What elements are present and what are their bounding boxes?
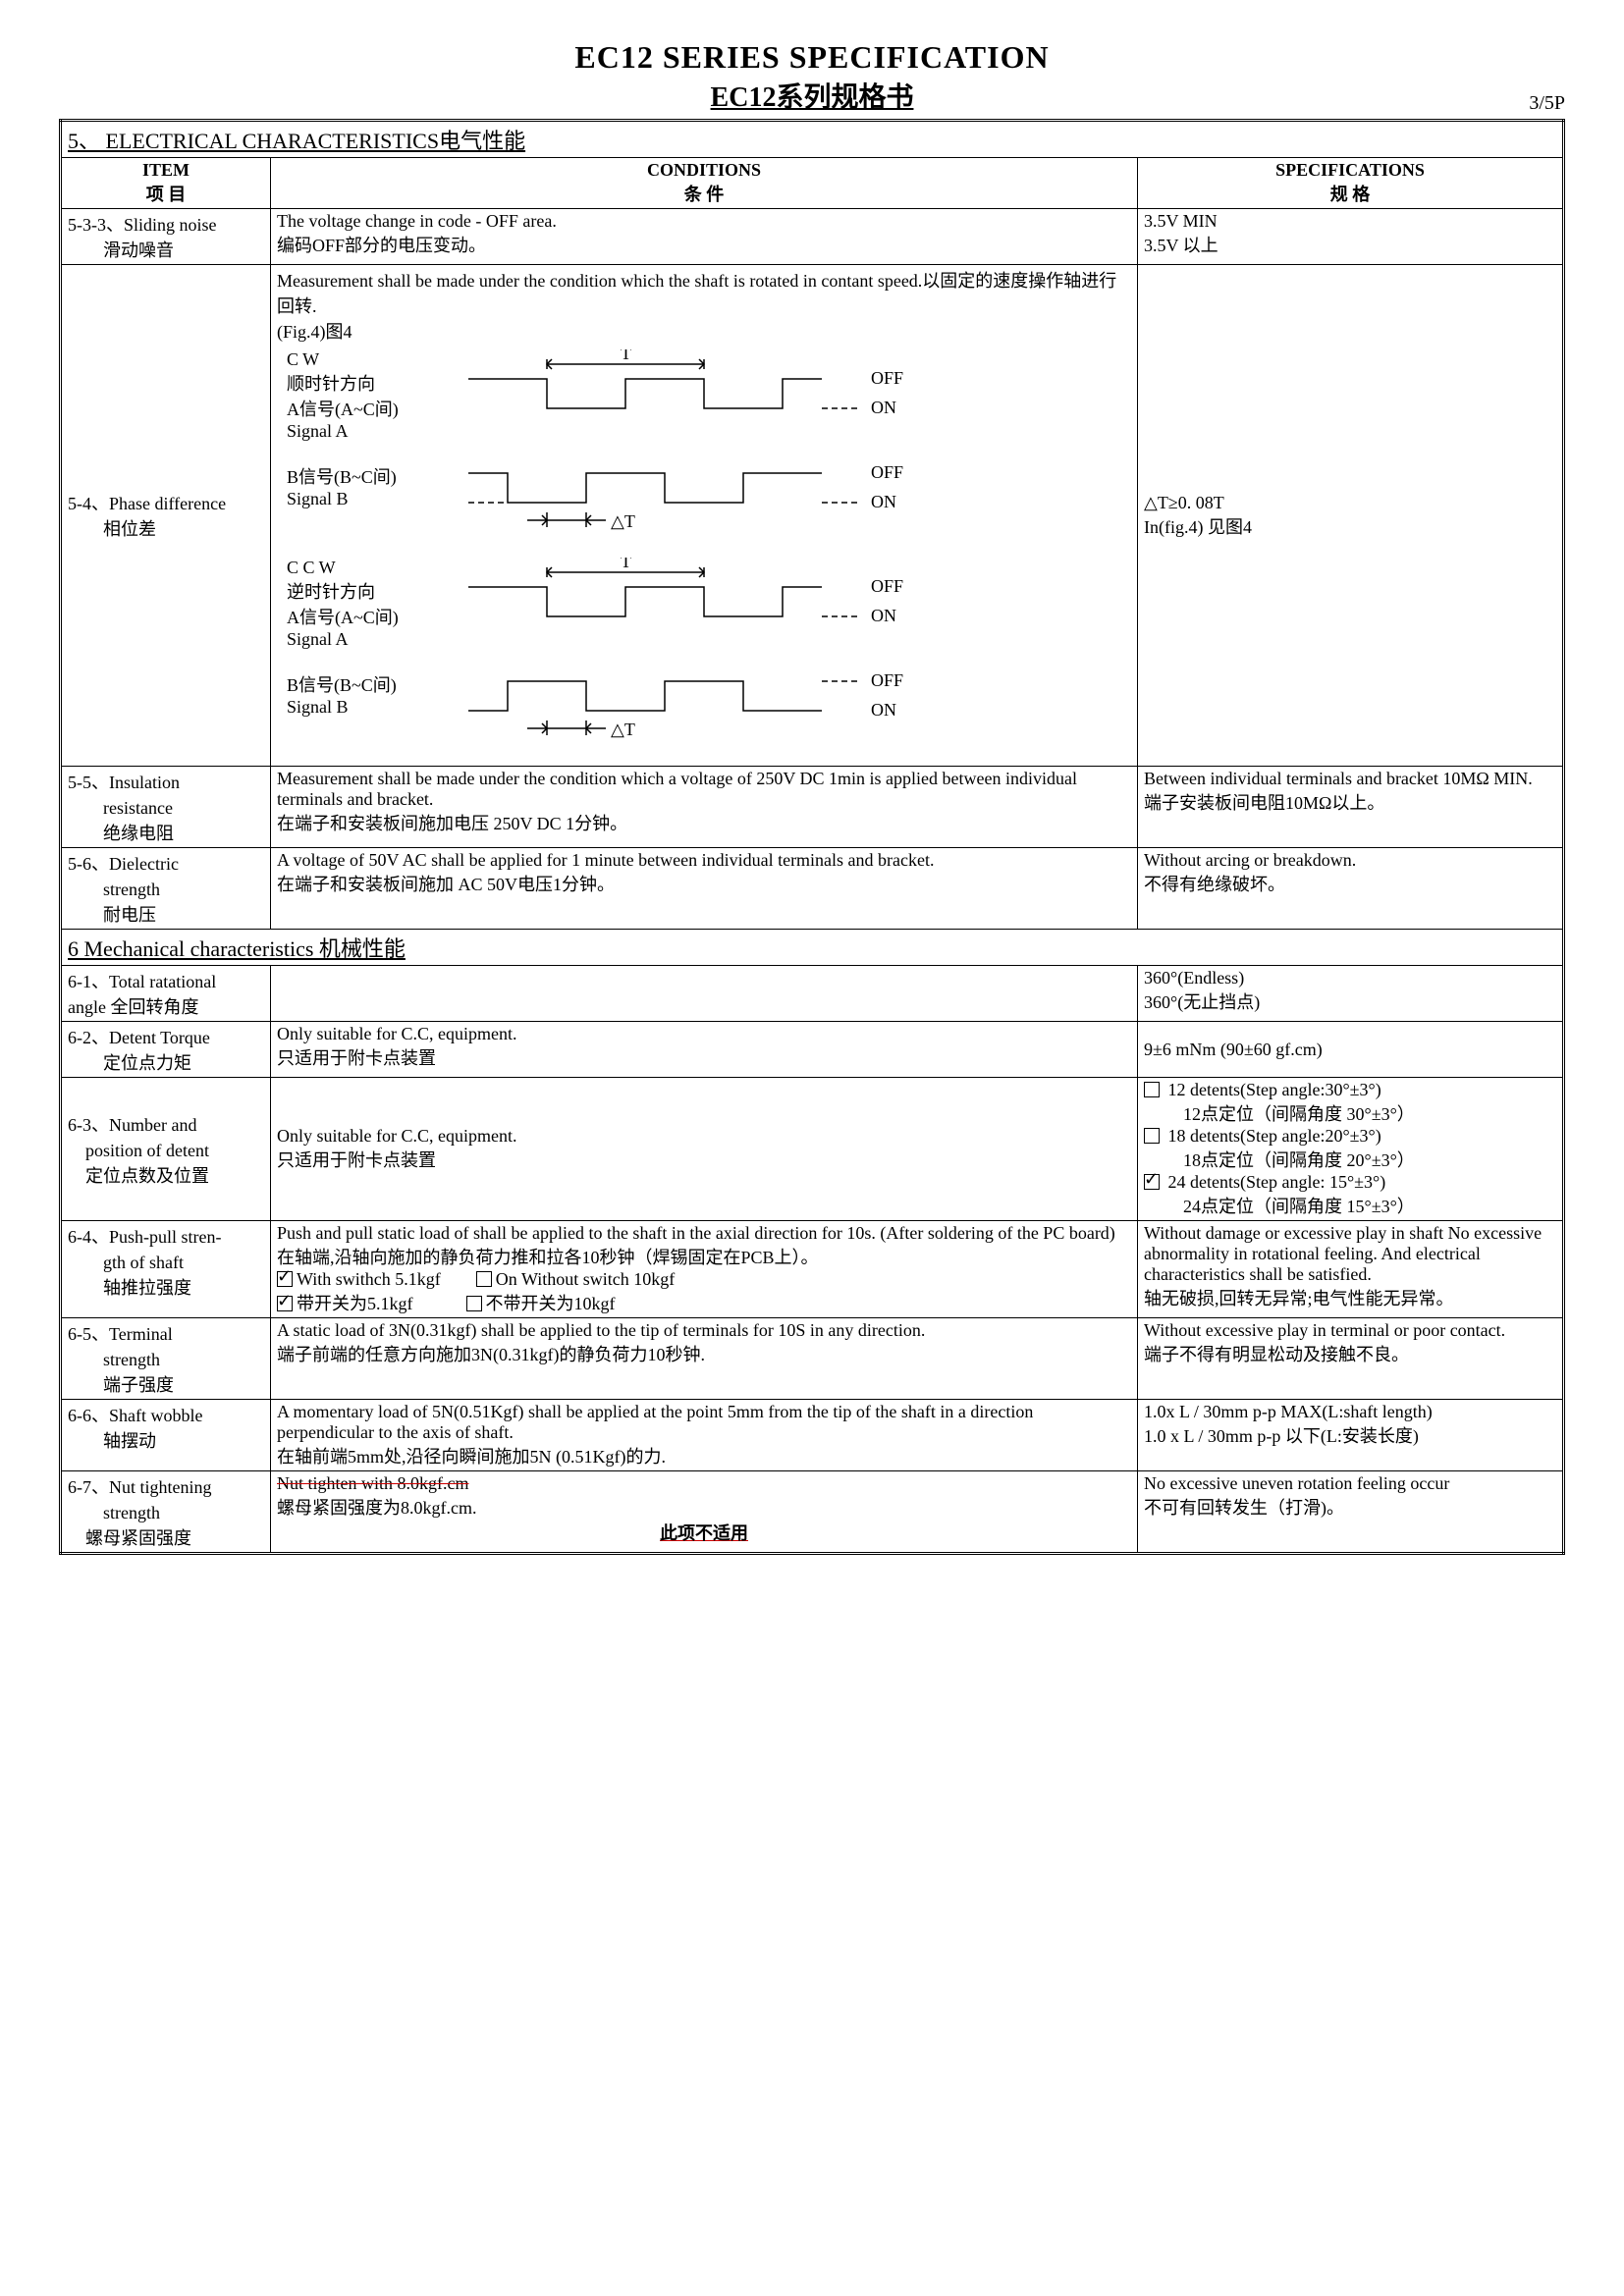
item: 5-3-3、Sliding noise 滑动噪音	[61, 209, 271, 265]
checkbox-with-switch-cn	[277, 1296, 293, 1311]
item: 6-7、Nut tightening strength 螺母紧固强度	[61, 1471, 271, 1554]
item: 5-6、Dielectric strength 耐电压	[61, 848, 271, 930]
item: 6-5、Terminal strength 端子强度	[61, 1318, 271, 1400]
cond	[271, 966, 1138, 1022]
item: 6-4、Push-pull stren- gth of shaft 轴推拉强度	[61, 1221, 271, 1318]
spec: Between individual terminals and bracket…	[1138, 767, 1564, 848]
svg-text:OFF: OFF	[871, 576, 903, 596]
svg-text:T: T	[621, 349, 631, 363]
waveform-cw-b: OFF ON △T	[449, 463, 920, 552]
svg-text:OFF: OFF	[871, 368, 903, 388]
item: 5-4、Phase difference 相位差	[61, 265, 271, 767]
page-number: 3/5P	[1529, 92, 1565, 115]
row-5-3-3: 5-3-3、Sliding noise 滑动噪音 The voltage cha…	[61, 209, 1564, 265]
row-6-2: 6-2、Detent Torque 定位点力矩 Only suitable fo…	[61, 1022, 1564, 1078]
waveform-ccw-b: OFF ON △T	[449, 671, 920, 760]
cond: A voltage of 50V AC shall be applied for…	[271, 848, 1138, 930]
section6-heading: 6 Mechanical characteristics 机械性能	[61, 930, 1564, 966]
checkbox-with-switch	[277, 1271, 293, 1287]
spec: 12 detents(Step angle:30°±3°) 12点定位（间隔角度…	[1138, 1078, 1564, 1221]
timing-diagram-cw: C W 顺时针方向 A信号(A~C间) Signal A T OFF ON	[287, 349, 1131, 457]
svg-text:T: T	[621, 558, 631, 571]
timing-diagram-ccw-b: B信号(B~C间) Signal B OFF ON △T	[287, 671, 1131, 760]
row-6-3: 6-3、Number and position of detent 定位点数及位…	[61, 1078, 1564, 1221]
col-item: ITEM 项 目	[61, 158, 271, 209]
svg-text:OFF: OFF	[871, 671, 903, 690]
svg-text:△T: △T	[611, 511, 635, 531]
spec-table: 5、 ELECTRICAL CHARACTERISTICS电气性能 ITEM 项…	[59, 119, 1565, 1555]
page-header: EC12 SERIES SPECIFICATION EC12系列规格书 3/5P	[59, 39, 1565, 115]
spec: Without arcing or breakdown. 不得有绝缘破坏。	[1138, 848, 1564, 930]
title-cn: EC12系列规格书	[59, 76, 1565, 115]
cond: A static load of 3N(0.31kgf) shall be ap…	[271, 1318, 1138, 1400]
spec: No excessive uneven rotation feeling occ…	[1138, 1471, 1564, 1554]
item: 6-6、Shaft wobble 轴摆动	[61, 1400, 271, 1471]
item: 6-2、Detent Torque 定位点力矩	[61, 1022, 271, 1078]
spec: △T≥0. 08T In(fig.4) 见图4	[1138, 265, 1564, 767]
cond: The voltage change in code - OFF area. 编…	[271, 209, 1138, 265]
cond: Nut tighten with 8.0kgf.cm 螺母紧固强度为8.0kgf…	[271, 1471, 1138, 1554]
col-cond: CONDITIONS 条 件	[271, 158, 1138, 209]
row-6-4: 6-4、Push-pull stren- gth of shaft 轴推拉强度 …	[61, 1221, 1564, 1318]
checkbox-24-detents	[1144, 1174, 1160, 1190]
row-5-5: 5-5、Insulation resistance 绝缘电阻 Measureme…	[61, 767, 1564, 848]
waveform-cw-a: T OFF ON	[449, 349, 920, 457]
waveform-ccw-a: T OFF ON	[449, 558, 920, 666]
row-5-6: 5-6、Dielectric strength 耐电压 A voltage of…	[61, 848, 1564, 930]
row-6-1: 6-1、Total ratational angle 全回转角度 360°(En…	[61, 966, 1564, 1022]
svg-text:△T: △T	[611, 720, 635, 739]
cond: Measurement shall be made under the cond…	[271, 265, 1138, 767]
timing-diagram-ccw: C C W 逆时针方向 A信号(A~C间) Signal A T OFF ON	[287, 558, 1131, 666]
item: 6-1、Total ratational angle 全回转角度	[61, 966, 271, 1022]
spec: 9±6 mNm (90±60 gf.cm)	[1138, 1022, 1564, 1078]
cond: Push and pull static load of shall be ap…	[271, 1221, 1138, 1318]
item: 5-5、Insulation resistance 绝缘电阻	[61, 767, 271, 848]
item: 6-3、Number and position of detent 定位点数及位…	[61, 1078, 271, 1221]
title-en: EC12 SERIES SPECIFICATION	[59, 39, 1565, 76]
checkbox-12-detents	[1144, 1082, 1160, 1097]
svg-text:ON: ON	[871, 700, 896, 720]
svg-text:ON: ON	[871, 606, 896, 625]
spec: 360°(Endless) 360°(无止挡点)	[1138, 966, 1564, 1022]
checkbox-without-switch	[476, 1271, 492, 1287]
spec: Without damage or excessive play in shaf…	[1138, 1221, 1564, 1318]
cond: Only suitable for C.C, equipment. 只适用于附卡…	[271, 1078, 1138, 1221]
row-5-4: 5-4、Phase difference 相位差 Measurement sha…	[61, 265, 1564, 767]
cond: A momentary load of 5N(0.51Kgf) shall be…	[271, 1400, 1138, 1471]
svg-text:ON: ON	[871, 492, 896, 511]
spec: 3.5V MIN 3.5V 以上	[1138, 209, 1564, 265]
checkbox-18-detents	[1144, 1128, 1160, 1144]
spec: 1.0x L / 30mm p-p MAX(L:shaft length) 1.…	[1138, 1400, 1564, 1471]
row-6-7: 6-7、Nut tightening strength 螺母紧固强度 Nut t…	[61, 1471, 1564, 1554]
row-6-5: 6-5、Terminal strength 端子强度 A static load…	[61, 1318, 1564, 1400]
cond: Only suitable for C.C, equipment. 只适用于附卡…	[271, 1022, 1138, 1078]
timing-diagram-cw-b: B信号(B~C间) Signal B OFF ON △T	[287, 463, 1131, 552]
section5-heading: 5、 ELECTRICAL CHARACTERISTICS电气性能	[61, 121, 1564, 158]
row-6-6: 6-6、Shaft wobble 轴摆动 A momentary load of…	[61, 1400, 1564, 1471]
svg-text:ON: ON	[871, 398, 896, 417]
cond: Measurement shall be made under the cond…	[271, 767, 1138, 848]
spec: Without excessive play in terminal or po…	[1138, 1318, 1564, 1400]
checkbox-without-switch-cn	[466, 1296, 482, 1311]
svg-text:OFF: OFF	[871, 463, 903, 482]
col-spec: SPECIFICATIONS 规 格	[1138, 158, 1564, 209]
